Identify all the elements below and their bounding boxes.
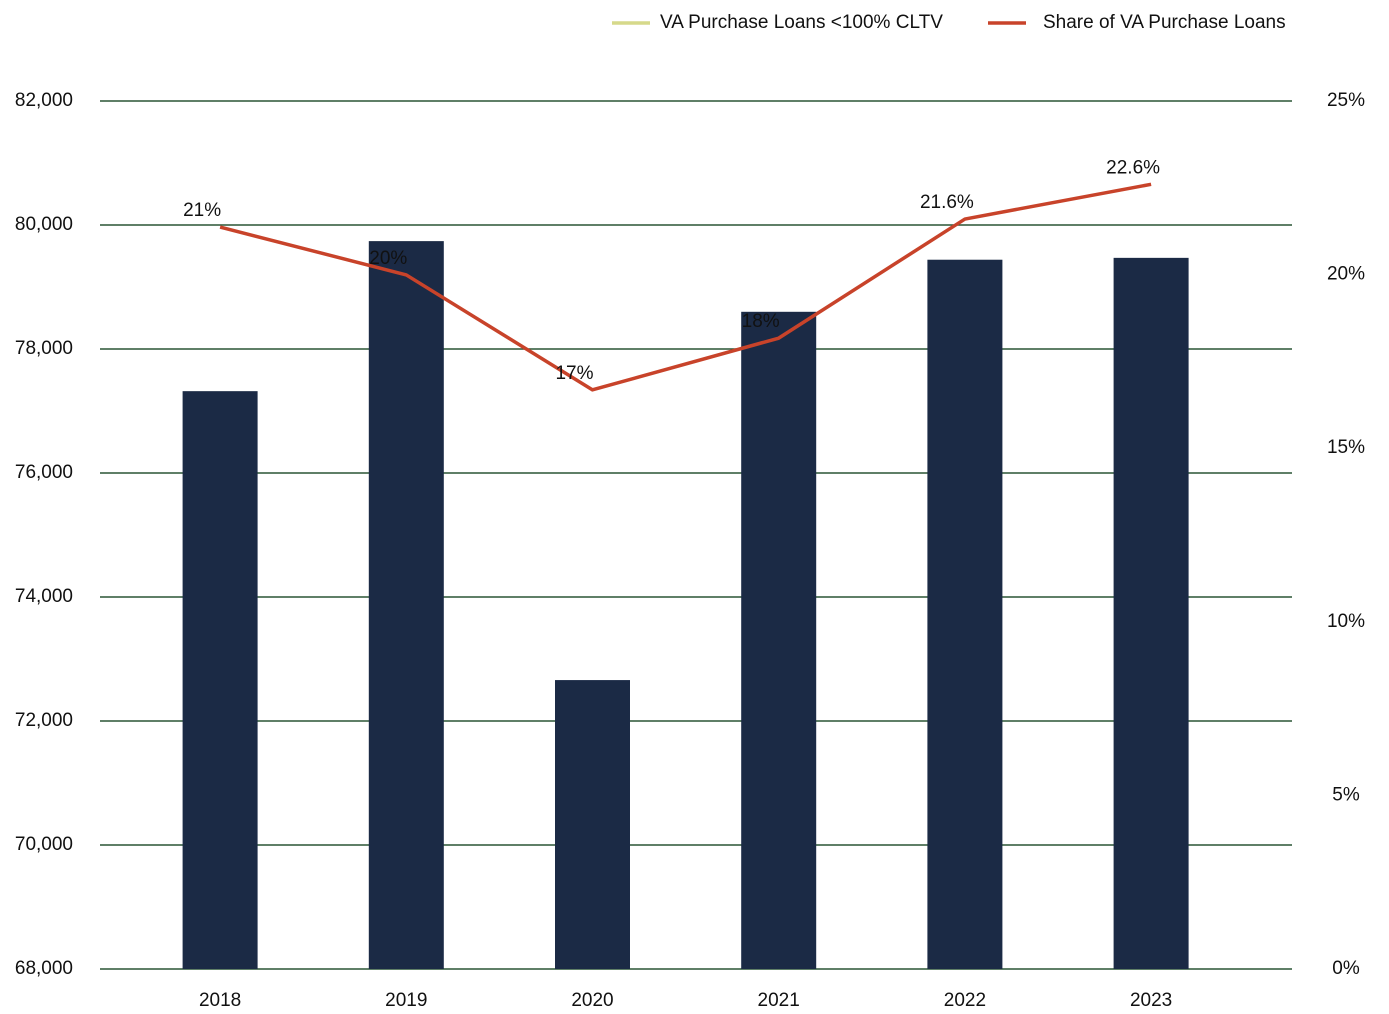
y2-tick-label: 5% — [1332, 784, 1360, 805]
y-tick-label: 80,000 — [15, 214, 73, 235]
y-tick-label: 82,000 — [15, 90, 73, 111]
y-tick-label: 72,000 — [15, 710, 73, 731]
x-tick-label: 2021 — [758, 990, 800, 1011]
data-label: 21.6% — [920, 192, 974, 213]
y-tick-label: 70,000 — [15, 834, 73, 855]
y2-tick-label: 0% — [1332, 958, 1360, 979]
x-tick-label: 2018 — [199, 990, 241, 1011]
bar — [555, 680, 630, 969]
x-tick-label: 2019 — [385, 990, 427, 1011]
data-label: 17% — [555, 363, 593, 384]
bar — [182, 391, 258, 969]
legend-label: VA Purchase Loans <100% CLTV — [660, 12, 943, 33]
x-tick-label: 2022 — [944, 990, 986, 1011]
data-label: 20% — [369, 248, 407, 269]
line — [219, 182, 1152, 392]
y2-tick-label: 10% — [1327, 611, 1365, 632]
bar — [368, 241, 444, 969]
y-tick-label: 78,000 — [15, 338, 73, 359]
data-label: 21% — [183, 200, 221, 221]
bar — [927, 259, 1003, 970]
y2-tick-label: 20% — [1327, 264, 1365, 285]
y-tick-label: 74,000 — [15, 586, 73, 607]
data-label: 22.6% — [1106, 157, 1160, 178]
x-tick-label: 2023 — [1130, 990, 1172, 1011]
legend-label: Share of VA Purchase Loans — [1043, 12, 1286, 33]
y2-tick-label: 15% — [1327, 437, 1365, 458]
y-tick-label: 68,000 — [15, 958, 73, 979]
x-tick-label: 2020 — [571, 990, 613, 1011]
y2-tick-label: 25% — [1327, 90, 1365, 111]
y-tick-label: 76,000 — [15, 462, 73, 483]
bar — [1113, 257, 1189, 969]
bar — [741, 311, 817, 969]
data-label: 18% — [742, 311, 780, 332]
